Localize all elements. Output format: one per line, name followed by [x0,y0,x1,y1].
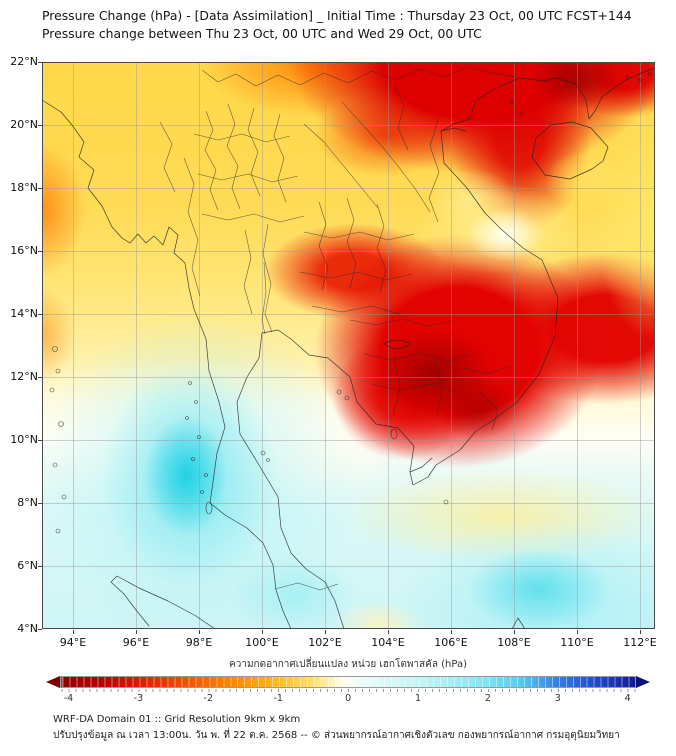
lat-tick-mark [38,188,42,189]
colorbar [60,676,636,688]
coastline-west [42,99,292,629]
map-gridlines [42,62,655,629]
lon-tick-label: 94°E [59,636,87,649]
lat-tick-label: 22°N [10,55,38,68]
colorbar-tick-label: -4 [63,693,74,704]
pressure-change-field [42,62,655,629]
colorbar-left-arrow-icon [46,676,60,688]
lat-tick-mark [38,566,42,567]
lat-tick-mark [38,629,42,630]
sumatra-coast [110,575,216,629]
small-islands [49,72,652,534]
lat-tick-mark [38,377,42,378]
lon-tick-label: 112°E [623,636,657,649]
lat-tick-mark [38,62,42,63]
lat-tick-label: 8°N [17,496,38,509]
colorbar-minor-ticks [60,689,636,692]
page-title: Pressure Change (hPa) - [Data Assimilati… [42,8,632,23]
lat-tick-mark [38,440,42,441]
hainan-island [531,121,609,180]
colorbar-tick-label: -1 [273,693,283,704]
lon-tick-mark [325,630,326,634]
lat-tick-label: 10°N [10,433,38,446]
lon-tick-label: 110°E [560,636,594,649]
lon-tick-mark [577,630,578,634]
lon-tick-mark [199,630,200,634]
lat-tick-label: 6°N [17,559,38,572]
page-subtitle: Pressure change between Thu 23 Oct, 00 U… [42,26,482,41]
admin-boundaries [159,66,517,591]
colorbar-label: ความกดอากาศเปลี่ยนแปลง หน่วย เฮกโตพาสคัล… [229,659,467,670]
colorbar-tick-label: 2 [484,693,491,704]
lon-tick-label: 106°E [434,636,468,649]
colorbar-tick-label: 0 [345,693,352,704]
lat-tick-label: 18°N [10,181,38,194]
colorbar-right-arrow-icon [636,676,650,688]
map-canvas [42,62,655,629]
lon-tick-mark [136,630,137,634]
lon-tick-label: 104°E [371,636,405,649]
lon-tick-mark [514,630,515,634]
lat-tick-label: 4°N [17,622,38,635]
lon-tick-mark [388,630,389,634]
lon-tick-label: 108°E [497,636,531,649]
lon-tick-label: 100°E [245,636,279,649]
lat-tick-mark [38,503,42,504]
lat-tick-label: 20°N [10,118,38,131]
lon-tick-label: 102°E [308,636,342,649]
footer-update-credit: ปรับปรุงข้อมูล ณ เวลา 13:00น. วัน พ. ที่… [53,730,620,741]
lat-tick-label: 12°N [10,370,38,383]
coastline-east [236,67,655,629]
lat-tick-mark [38,314,42,315]
lat-tick-label: 16°N [10,244,38,257]
coastline-borders-layer [42,66,655,629]
colorbar-tick-label: 3 [554,693,561,704]
colorbar-tick-label: -2 [203,693,214,704]
lat-tick-mark [38,251,42,252]
natuna-island [511,617,526,629]
lon-tick-mark [451,630,452,634]
lat-tick-label: 14°N [10,307,38,320]
lon-tick-label: 96°E [122,636,150,649]
colorbar-tick-label: -3 [133,693,144,704]
tonle-sap-lake [383,339,411,350]
red-river-delta [409,127,467,473]
lon-tick-label: 98°E [185,636,213,649]
colorbar-tick-label: 1 [414,693,422,704]
lon-tick-mark [73,630,74,634]
colorbar-tick-label: 4 [624,693,631,704]
lon-tick-mark [640,630,641,634]
lat-tick-mark [38,125,42,126]
footer-domain-info: WRF-DA Domain 01 :: Grid Resolution 9km … [53,714,301,725]
lon-tick-mark [262,630,263,634]
